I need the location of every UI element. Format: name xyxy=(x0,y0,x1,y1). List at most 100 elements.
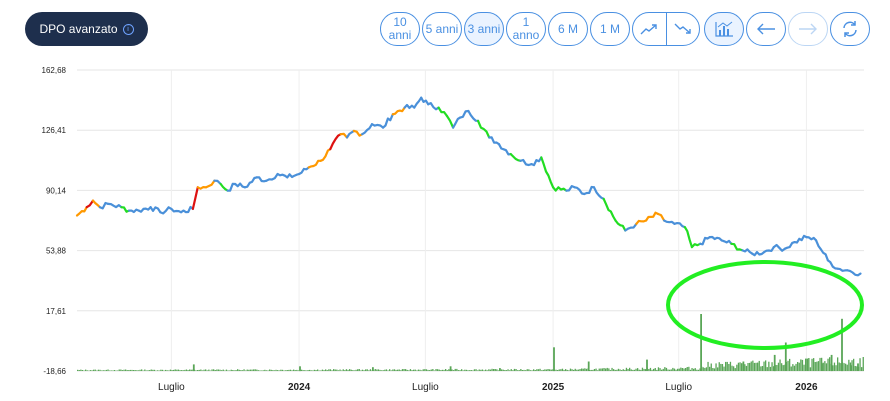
price-segment xyxy=(382,113,394,129)
volume-bar xyxy=(377,369,380,371)
volume-bar xyxy=(280,369,282,371)
volume-bar xyxy=(376,369,378,371)
volume-bar xyxy=(747,363,749,371)
price-segment xyxy=(645,211,659,222)
volume-bar xyxy=(593,369,596,371)
range-5y-button[interactable]: 5 anni xyxy=(422,12,462,46)
volume-bar xyxy=(341,370,343,371)
volume-bar xyxy=(595,368,597,371)
volume-bar xyxy=(741,363,743,371)
volume-bar xyxy=(477,370,479,371)
range-10y-button[interactable]: 10 anni xyxy=(380,12,420,46)
range-3y-button[interactable]: 3 anni xyxy=(464,12,504,46)
volume-bar xyxy=(614,369,616,371)
volume-bar xyxy=(840,363,842,371)
trend-down-icon xyxy=(674,23,691,34)
volume-bar xyxy=(110,370,112,371)
volume-bar xyxy=(603,368,605,371)
volume-bar xyxy=(99,369,101,371)
volume-bar xyxy=(379,369,381,371)
volume-bar xyxy=(478,369,480,371)
volume-bar xyxy=(185,369,188,371)
y-tick-label: -18,66 xyxy=(43,367,66,376)
volume-bar xyxy=(526,369,528,371)
volume-bar xyxy=(144,369,146,371)
volume-bar xyxy=(805,358,807,371)
trend-up-button[interactable] xyxy=(633,13,666,45)
volume-bar xyxy=(139,369,141,371)
volume-bar xyxy=(568,370,570,371)
volume-bar xyxy=(253,369,255,371)
volume-bar xyxy=(94,369,96,371)
volume-bar xyxy=(157,370,159,371)
volume-bar xyxy=(443,369,445,371)
volume-bar xyxy=(843,363,845,371)
volume-bar xyxy=(445,369,447,371)
volume-spike xyxy=(299,366,301,372)
volume-bar xyxy=(389,369,391,371)
volume-bar xyxy=(337,370,340,371)
price-segment xyxy=(219,182,229,192)
volume-bar xyxy=(309,369,311,371)
volume-bar xyxy=(649,367,652,371)
range-1y-button[interactable]: 1 anno xyxy=(506,12,546,46)
volume-bar xyxy=(662,368,664,371)
volume-bar xyxy=(624,369,626,371)
volume-bar xyxy=(854,366,856,371)
range-1m-button[interactable]: 1 M xyxy=(590,12,630,46)
price-segment xyxy=(98,201,110,210)
volume-bar xyxy=(656,369,658,371)
volume-bar xyxy=(579,369,581,371)
volume-bar xyxy=(222,369,224,371)
volume-bar xyxy=(512,370,514,371)
volume-bar xyxy=(699,368,701,371)
volume-bar xyxy=(766,367,768,371)
price-segment xyxy=(307,159,322,169)
volume-bar xyxy=(102,370,104,371)
volume-bar xyxy=(424,369,426,371)
volume-bar xyxy=(454,368,456,371)
price-segment xyxy=(699,236,711,246)
volume-bar xyxy=(496,369,498,371)
volume-bar xyxy=(243,369,245,371)
volume-bar xyxy=(257,370,260,371)
volume-bar xyxy=(176,369,178,371)
volume-bar xyxy=(121,370,124,371)
price-segment xyxy=(128,208,140,214)
volume-bar xyxy=(216,369,218,371)
price-segment xyxy=(783,241,796,250)
volume-bar xyxy=(608,368,610,371)
trend-down-button[interactable] xyxy=(665,13,700,45)
arrow-left-button[interactable] xyxy=(746,12,786,46)
volume-bar xyxy=(664,367,666,371)
volume-bar xyxy=(357,369,359,371)
volume-bar xyxy=(461,369,463,371)
refresh-button[interactable] xyxy=(830,12,870,46)
volume-bar xyxy=(485,369,487,371)
volume-spike xyxy=(821,363,823,371)
volume-bar xyxy=(521,370,524,371)
volume-bar xyxy=(605,368,607,371)
volume-bar xyxy=(645,369,647,371)
volume-bar xyxy=(259,370,261,371)
volume-bar xyxy=(241,370,244,371)
volume-bar xyxy=(718,362,720,371)
price-segment xyxy=(159,206,173,215)
volume-bar xyxy=(713,368,716,371)
volume-bar xyxy=(219,369,221,371)
volume-bar xyxy=(385,369,388,371)
dpo-advanced-button[interactable]: DPO avanzato i xyxy=(25,12,148,46)
volume-bar xyxy=(315,370,317,371)
info-icon[interactable]: i xyxy=(122,23,134,35)
volume-bar xyxy=(573,369,575,371)
volume-bar xyxy=(486,370,488,371)
volume-bar xyxy=(182,370,184,371)
arrow-right-button[interactable] xyxy=(788,12,828,46)
volume-button[interactable] xyxy=(704,12,744,46)
volume-spike xyxy=(700,314,702,371)
price-segment xyxy=(255,176,268,183)
range-6m-button[interactable]: 6 M xyxy=(548,12,588,46)
volume-bar xyxy=(432,369,434,371)
range-1y-label: 1 anno xyxy=(512,15,540,42)
volume-bar xyxy=(77,369,79,371)
